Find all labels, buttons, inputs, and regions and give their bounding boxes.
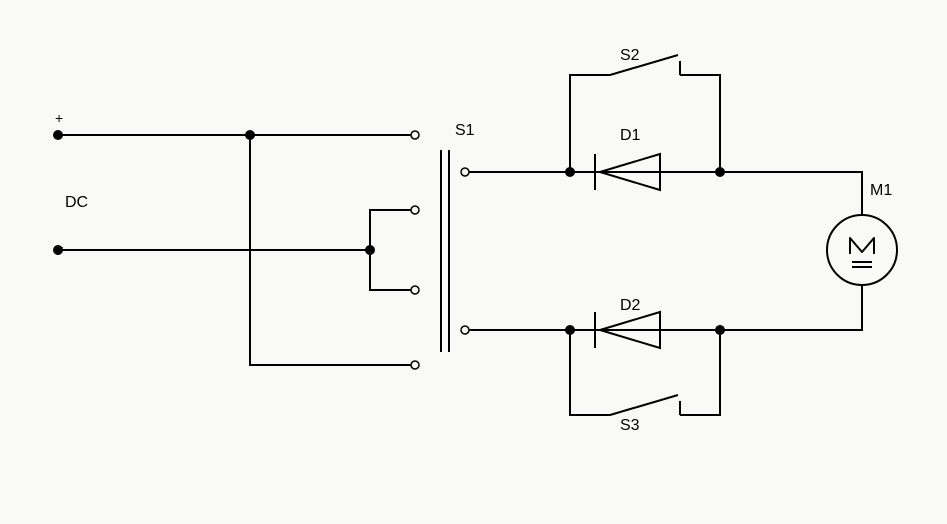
node-pos_term <box>53 130 63 140</box>
node-d2_right <box>715 325 725 335</box>
node-branch_mid <box>365 245 375 255</box>
label-m1: M1 <box>870 182 892 199</box>
node-d2_left <box>565 325 575 335</box>
terminal-s1_in_bot <box>411 361 419 369</box>
label-d2: D2 <box>620 297 641 314</box>
terminal-s1_in_mu <box>411 206 419 214</box>
canvas-bg <box>0 0 947 524</box>
label-s1: S1 <box>455 122 475 139</box>
circuit-diagram: DC + _ S1 S2 S3 D1 D2 M1 <box>0 0 947 524</box>
terminal-s1_in_top <box>411 131 419 139</box>
label-d1: D1 <box>620 127 641 144</box>
label-minus: _ <box>54 232 63 248</box>
terminal-s1_out_top <box>461 168 469 176</box>
label-s3: S3 <box>620 417 640 434</box>
node-d1_left <box>565 167 575 177</box>
terminal-s1_in_ml <box>411 286 419 294</box>
label-plus: + <box>55 110 63 126</box>
terminal-s1_out_bot <box>461 326 469 334</box>
label-s2: S2 <box>620 47 640 64</box>
node-branch_top <box>245 130 255 140</box>
label-dc: DC <box>65 194 88 211</box>
node-d1_right <box>715 167 725 177</box>
